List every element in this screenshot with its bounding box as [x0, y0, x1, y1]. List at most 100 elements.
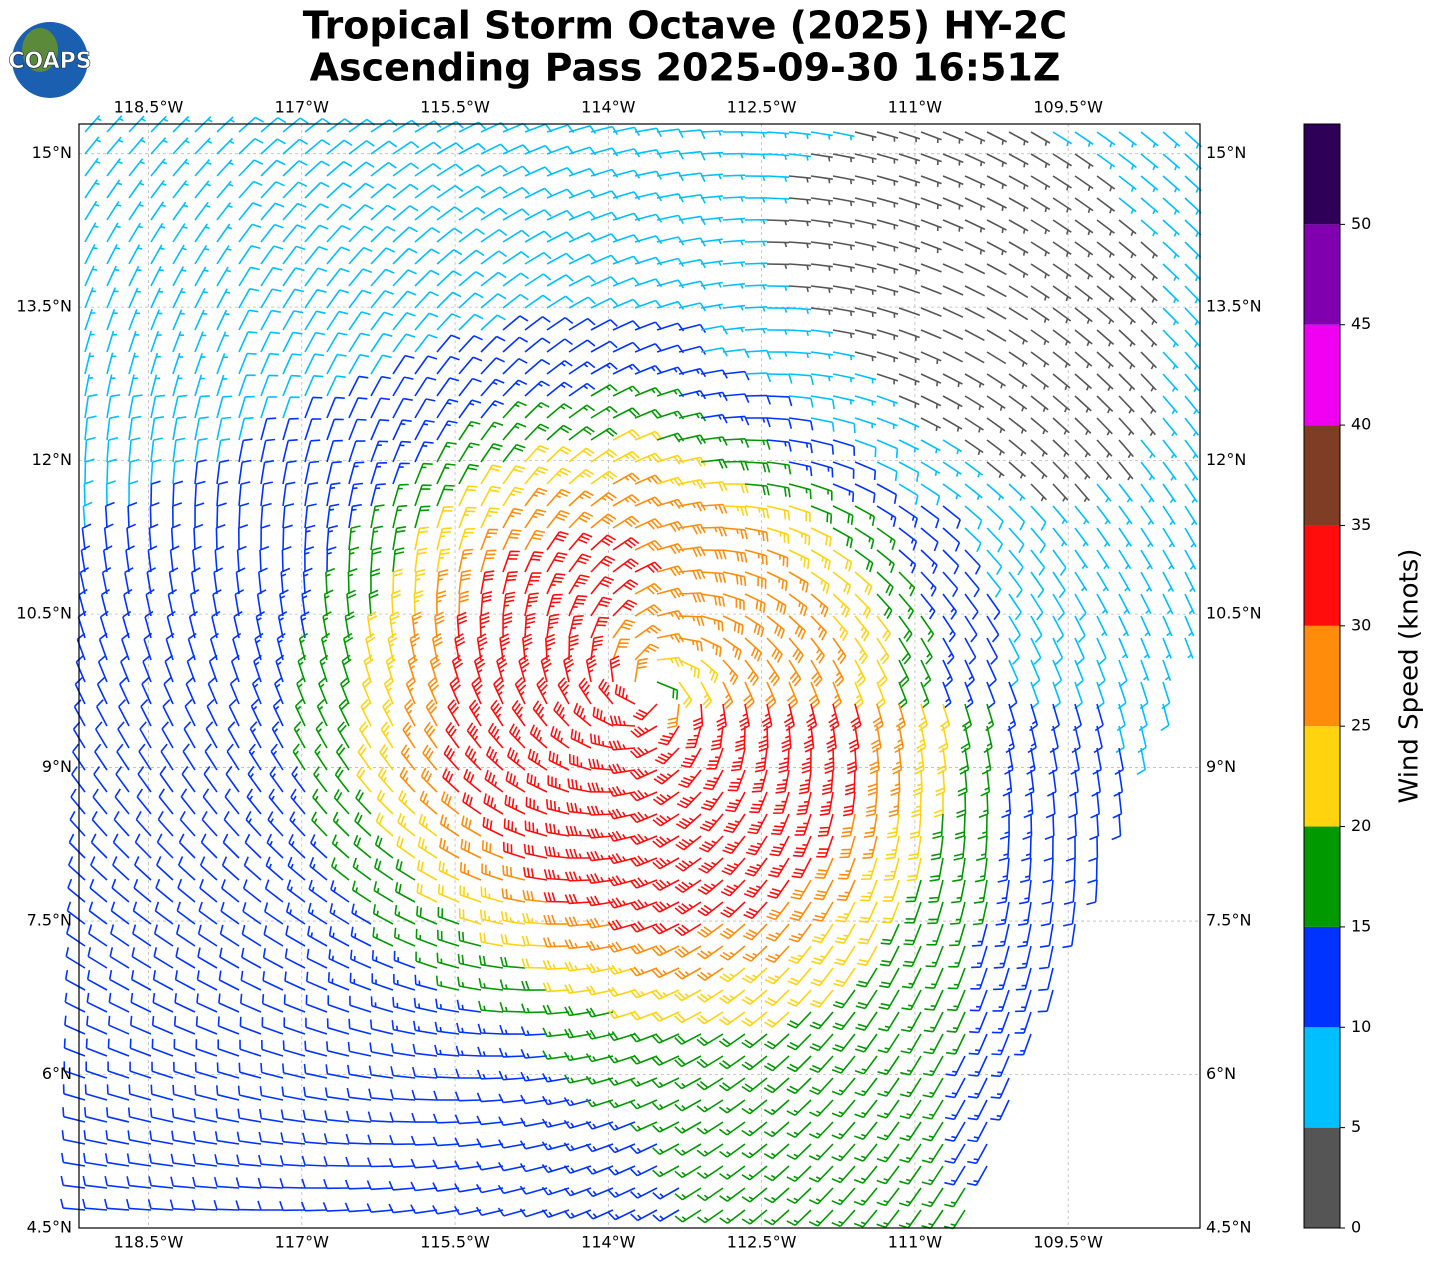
wind-barb	[193, 1130, 218, 1145]
wind-barb	[586, 828, 614, 839]
wind-barb	[238, 395, 255, 419]
wind-barb	[801, 747, 812, 774]
wind-barb	[506, 747, 526, 771]
wind-barb	[922, 1055, 944, 1077]
wind-barb	[111, 878, 130, 903]
wind-barb	[568, 574, 590, 595]
wind-barb	[442, 768, 460, 793]
wind-barb	[197, 947, 218, 969]
wind-barb	[529, 724, 548, 749]
wind-barb	[990, 1077, 1010, 1099]
wind-barb	[764, 1055, 790, 1072]
wind-barb	[1030, 527, 1046, 554]
wind-barb	[1184, 241, 1202, 260]
y-tick-label: 12°N	[32, 450, 72, 469]
wind-barb	[392, 504, 408, 529]
wind-barb	[69, 811, 86, 837]
y-tick-label: 10.5°N	[1206, 604, 1262, 623]
wind-barb	[788, 945, 812, 964]
wind-barb	[853, 681, 864, 710]
wind-barb	[986, 131, 1008, 145]
wind-barb	[147, 1199, 174, 1211]
wind-barb	[128, 158, 145, 177]
wind-barb	[1184, 197, 1202, 215]
wind-barb	[478, 955, 504, 969]
wind-barb	[920, 483, 941, 506]
wind-barb	[366, 611, 378, 639]
wind-barb	[398, 790, 416, 815]
wind-barb	[151, 1015, 174, 1035]
wind-barb	[83, 1152, 108, 1167]
wind-barb	[128, 1084, 152, 1101]
wind-barb	[1052, 307, 1072, 324]
wind-barb	[654, 747, 680, 765]
wind-barb	[831, 1121, 856, 1140]
wind-barb	[808, 1187, 834, 1205]
wind-barb	[744, 571, 767, 589]
wind-barb	[1052, 637, 1064, 666]
wind-barb	[788, 923, 812, 943]
wind-barb	[370, 354, 392, 375]
wind-barb	[1039, 945, 1054, 970]
wind-barb	[414, 248, 440, 265]
wind-barb	[284, 948, 306, 969]
wind-barb	[352, 857, 372, 881]
colorbar-tick-label: 45	[1351, 314, 1371, 333]
wind-barb	[349, 972, 372, 991]
wind-barb	[304, 460, 320, 485]
wind-barb	[172, 158, 190, 177]
wind-barb	[242, 879, 262, 903]
wind-barb	[116, 743, 130, 771]
wind-barb	[912, 769, 923, 797]
wind-barb	[108, 969, 130, 991]
wind-barb	[411, 1112, 438, 1123]
wind-barb	[546, 209, 574, 221]
wind-barb	[998, 835, 1010, 862]
wind-barb	[477, 1023, 504, 1035]
wind-barb	[832, 549, 853, 572]
wind-barb	[877, 1077, 900, 1097]
wind-barb	[744, 549, 768, 566]
wind-barb	[240, 993, 262, 1013]
wind-barb	[348, 311, 371, 331]
wind-barb	[791, 857, 812, 879]
wind-barb	[405, 676, 416, 705]
wind-barb	[222, 833, 240, 859]
wind-barb	[1063, 901, 1076, 927]
wind-barb	[191, 567, 201, 595]
wind-barb	[326, 289, 350, 309]
wind-barb	[629, 1099, 658, 1110]
wind-barb	[629, 899, 658, 911]
wind-barb	[788, 329, 812, 337]
wind-barb	[147, 545, 158, 573]
wind-barb	[1118, 329, 1136, 347]
wind-barb	[478, 1000, 504, 1013]
wind-barb	[167, 589, 178, 617]
wind-barb	[700, 303, 723, 310]
wind-barb	[84, 287, 97, 309]
wind-barb	[1074, 153, 1094, 169]
wind-barb	[454, 633, 466, 661]
wind-barb	[810, 241, 833, 250]
wind-barb	[458, 356, 483, 375]
wind-barb	[810, 439, 834, 455]
wind-barb	[1096, 153, 1116, 170]
wind-barb	[411, 1089, 438, 1101]
wind-barb	[172, 244, 187, 265]
wind-barb	[634, 365, 663, 375]
y-tick-label: 6°N	[1206, 1064, 1236, 1083]
wind-barb	[290, 788, 306, 815]
wind-barb	[282, 503, 295, 529]
wind-barb	[348, 418, 367, 441]
wind-barb	[348, 118, 376, 133]
wind-barb	[854, 637, 868, 665]
wind-barb	[898, 307, 921, 316]
wind-barb	[482, 816, 504, 837]
wind-barb	[1162, 505, 1176, 526]
y-tick-label: 9°N	[1206, 757, 1236, 776]
wind-barb	[794, 813, 812, 836]
wind-barb	[1118, 461, 1134, 481]
wind-barb	[964, 219, 986, 233]
wind-barb	[458, 528, 475, 551]
wind-barb	[935, 769, 946, 797]
